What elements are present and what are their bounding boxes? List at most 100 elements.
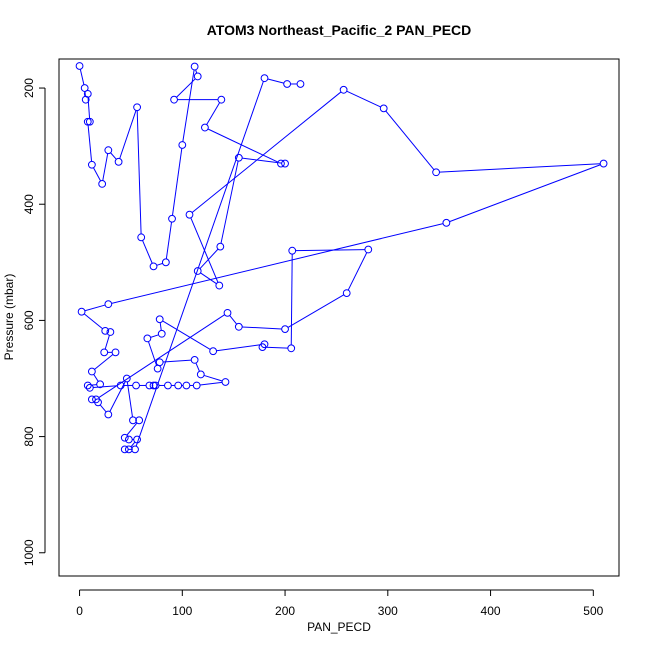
data-point xyxy=(194,73,201,80)
series-line-segment xyxy=(268,79,284,83)
series-line-segment xyxy=(296,250,365,251)
data-point xyxy=(88,368,95,375)
y-tick-label: 600 xyxy=(22,310,36,330)
data-point xyxy=(134,436,141,443)
series-line-segment xyxy=(208,129,278,162)
data-point xyxy=(217,243,224,250)
data-point xyxy=(288,345,295,352)
data-point xyxy=(121,446,128,453)
x-tick-label: 300 xyxy=(378,604,398,618)
data-point xyxy=(193,382,200,389)
data-point xyxy=(282,326,289,333)
series-line-segment xyxy=(143,240,153,263)
series-line-segment xyxy=(242,327,281,329)
data-point xyxy=(282,160,289,167)
data-point xyxy=(600,160,607,167)
data-point xyxy=(88,161,95,168)
x-tick-label: 200 xyxy=(275,604,295,618)
data-point xyxy=(138,234,145,241)
data-point xyxy=(150,263,157,270)
data-point xyxy=(105,147,112,154)
y-tick-label: 1000 xyxy=(22,539,36,566)
y-tick-label: 400 xyxy=(22,194,36,214)
series-line-segment xyxy=(127,382,132,417)
series-line-segment xyxy=(166,222,171,259)
series-line-segment xyxy=(93,168,100,181)
series-line-segment xyxy=(450,165,601,222)
data-point xyxy=(154,365,161,372)
series-line-segment xyxy=(183,70,194,142)
series-line-segment xyxy=(105,335,109,349)
series-line-segment xyxy=(291,254,292,345)
data-point xyxy=(105,301,112,308)
data-point xyxy=(183,382,190,389)
series-line-segment xyxy=(103,154,108,181)
data-point xyxy=(443,219,450,226)
data-point xyxy=(156,359,163,366)
series-line-segment xyxy=(160,323,161,331)
series-line-segment xyxy=(288,295,344,328)
data-point xyxy=(340,86,347,93)
data-point xyxy=(125,436,132,443)
series-line-segment xyxy=(221,161,238,243)
data-point xyxy=(235,323,242,330)
series-line-segment xyxy=(85,305,105,311)
series-line-segment xyxy=(196,363,200,371)
x-tick-label: 0 xyxy=(76,604,83,618)
series-line-segment xyxy=(137,111,141,234)
data-point xyxy=(216,282,223,289)
y-axis-label: Pressure (mbar) xyxy=(2,274,16,361)
series-line-segment xyxy=(196,70,197,73)
data-point xyxy=(433,169,440,176)
data-point xyxy=(133,382,140,389)
data-point xyxy=(158,330,165,337)
series-line-segment xyxy=(386,111,434,170)
data-point xyxy=(222,379,229,386)
series-line-segment xyxy=(439,164,600,172)
data-point xyxy=(191,63,198,70)
data-point xyxy=(123,375,130,382)
series-line-segment xyxy=(177,79,196,97)
data-point xyxy=(218,96,225,103)
data-point xyxy=(197,371,204,378)
series-line-segment xyxy=(120,110,136,158)
data-point xyxy=(175,382,182,389)
series-line-segment xyxy=(200,249,218,268)
x-tick-label: 500 xyxy=(583,604,603,618)
series-line-segment xyxy=(172,148,181,215)
data-point xyxy=(78,308,85,315)
series-line-segment xyxy=(80,69,84,84)
data-point xyxy=(261,75,268,82)
series-line-segment xyxy=(204,375,222,381)
series-line-segment xyxy=(94,374,99,381)
data-point xyxy=(380,105,387,112)
series-line-segment xyxy=(347,91,381,107)
data-point xyxy=(171,96,178,103)
plot-area xyxy=(76,63,607,453)
data-point xyxy=(105,411,112,418)
data-point xyxy=(365,246,372,253)
data-point xyxy=(156,316,163,323)
data-point xyxy=(169,215,176,222)
series-line-segment xyxy=(200,382,222,385)
series-line-segment xyxy=(266,347,288,348)
series-line-segment xyxy=(163,360,191,362)
data-point xyxy=(289,247,296,254)
data-point xyxy=(134,104,141,111)
series-line-segment xyxy=(348,253,367,290)
data-point xyxy=(284,81,291,88)
data-point xyxy=(343,290,350,297)
data-point xyxy=(165,382,172,389)
data-point xyxy=(179,142,186,149)
series-line-segment xyxy=(163,321,211,349)
series-line-segment xyxy=(216,345,261,351)
series-line-segment xyxy=(100,405,106,412)
series-line-segment xyxy=(111,153,117,160)
series-line-segment xyxy=(192,92,341,213)
data-point xyxy=(162,259,169,266)
data-point xyxy=(121,434,128,441)
